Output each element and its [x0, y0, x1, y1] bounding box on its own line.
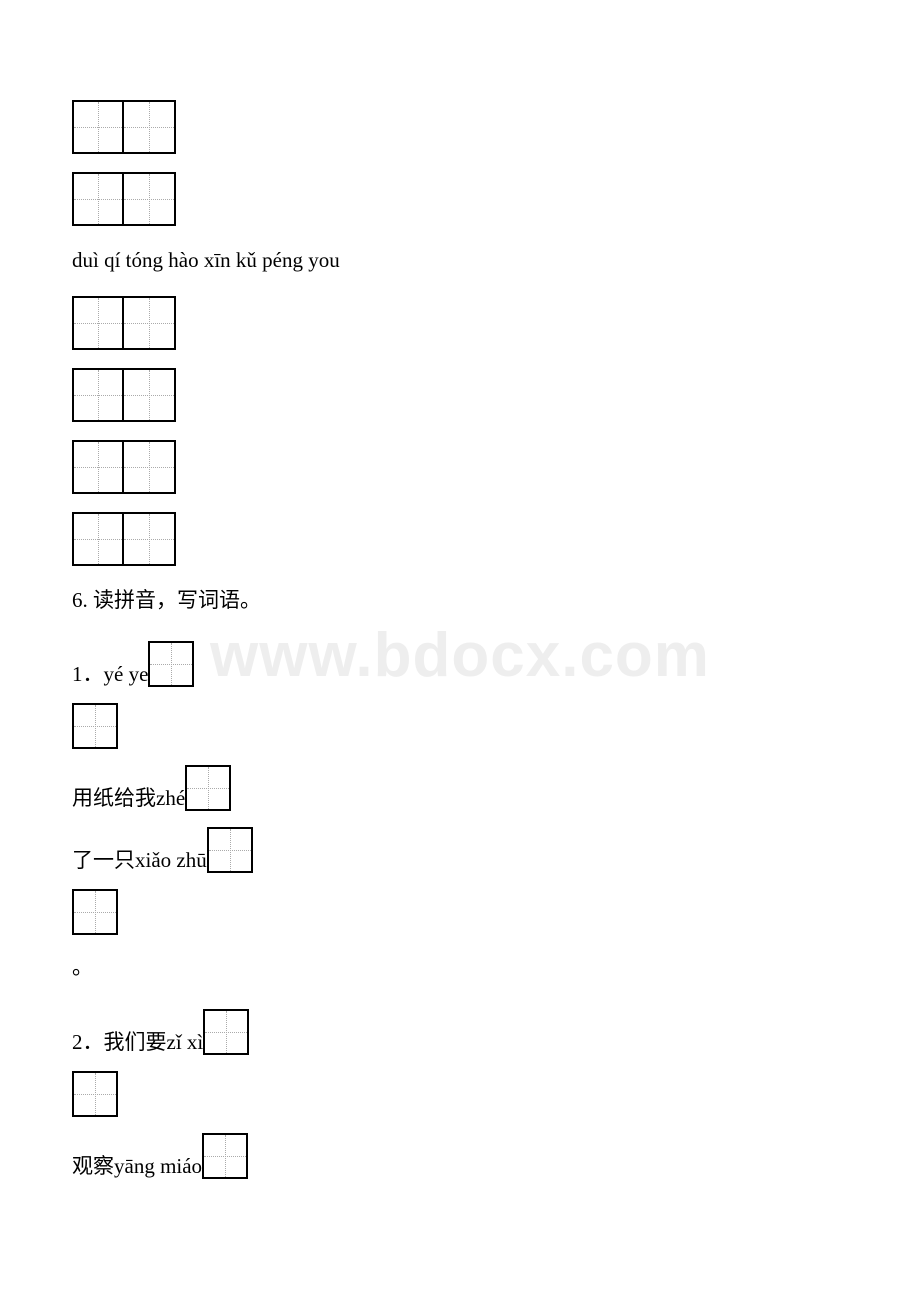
tianzige-cell	[74, 1073, 116, 1115]
tianzige-cell	[124, 298, 174, 348]
grid-pair-row	[72, 512, 848, 566]
tianzige-cell	[124, 442, 174, 492]
grid-pair-row	[72, 440, 848, 494]
tianzige-pair	[72, 512, 176, 566]
pinyin-fragment: yé ye	[104, 664, 149, 687]
question-line	[72, 889, 848, 935]
tianzige-pair	[72, 172, 176, 226]
grid-pair-row	[72, 368, 848, 422]
tianzige-single	[202, 1133, 248, 1179]
tianzige-pair	[72, 100, 176, 154]
tianzige-cell	[204, 1135, 246, 1177]
tianzige-cell	[124, 514, 174, 564]
pinyin-fragment: yāng miáo	[114, 1156, 202, 1179]
tianzige-single	[148, 641, 194, 687]
tianzige-cell	[150, 643, 192, 685]
pinyin-fragment: xiǎo zhū	[135, 850, 207, 873]
tianzige-cell	[74, 174, 124, 224]
tianzige-cell	[209, 829, 251, 871]
tianzige-single	[72, 1071, 118, 1117]
question-number: 1．	[72, 664, 104, 687]
tianzige-single	[185, 765, 231, 811]
tianzige-cell	[124, 370, 174, 420]
tianzige-single	[207, 827, 253, 873]
question-line: 了一只 xiǎo zhū	[72, 827, 848, 873]
question-line: 用纸给我 zhé	[72, 765, 848, 811]
tianzige-cell	[205, 1011, 247, 1053]
question-line: 2．我们要 zǐ xì	[72, 1009, 848, 1055]
page-content: duì qí tóng hào xīn kǔ péng you 6. 读拼音，写…	[0, 0, 920, 1275]
pinyin-fragment: zǐ xì	[167, 1032, 204, 1055]
tianzige-single	[72, 703, 118, 749]
question-line	[72, 1071, 848, 1117]
tianzige-cell	[187, 767, 229, 809]
grid-pair-row	[72, 100, 848, 154]
tianzige-cell	[124, 102, 174, 152]
tianzige-pair	[72, 440, 176, 494]
text-fragment: 了一只	[72, 850, 135, 873]
text-fragment: 用纸给我	[72, 788, 156, 811]
pinyin-fragment: zhé	[156, 788, 185, 811]
tianzige-pair	[72, 368, 176, 422]
question-line: 观察 yāng miáo	[72, 1133, 848, 1179]
grid-pair-row	[72, 296, 848, 350]
tianzige-cell	[74, 514, 124, 564]
question-line	[72, 703, 848, 749]
pinyin-line: duì qí tóng hào xīn kǔ péng you	[72, 244, 848, 278]
tianzige-cell	[74, 298, 124, 348]
tianzige-cell	[74, 370, 124, 420]
tianzige-cell	[74, 442, 124, 492]
tianzige-single	[203, 1009, 249, 1055]
sentence-end: 。	[72, 951, 848, 985]
tianzige-cell	[74, 891, 116, 933]
tianzige-single	[72, 889, 118, 935]
grid-pair-row	[72, 172, 848, 226]
tianzige-cell	[124, 174, 174, 224]
tianzige-cell	[74, 102, 124, 152]
tianzige-pair	[72, 296, 176, 350]
question-number: 2．我们要	[72, 1032, 167, 1055]
question-line: 1． yé ye	[72, 641, 848, 687]
tianzige-cell	[74, 705, 116, 747]
section-heading: 6. 读拼音，写词语。	[72, 584, 848, 618]
text-fragment: 观察	[72, 1156, 114, 1179]
